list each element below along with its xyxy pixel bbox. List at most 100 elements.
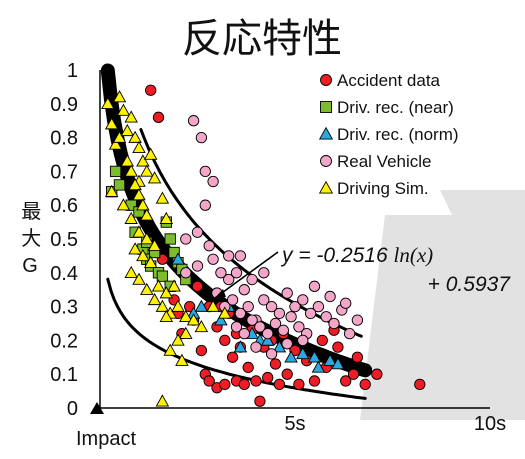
data-point: [179, 326, 193, 339]
data-point: [180, 233, 192, 245]
data-point: [258, 267, 270, 279]
data-point: [281, 338, 293, 350]
data-point: [207, 175, 219, 188]
data-point: [281, 368, 293, 380]
data-point: [347, 368, 360, 380]
y-tick-label: 0.6: [50, 195, 78, 217]
data-point: [132, 140, 146, 153]
legend-marker: [318, 126, 334, 140]
data-point: [155, 299, 170, 312]
data-point: [242, 361, 254, 374]
data-point: [132, 272, 146, 285]
data-point: [328, 317, 340, 330]
data-point: [167, 279, 181, 292]
data-point: [293, 321, 305, 333]
legend-label: Driv. rec. (near): [337, 98, 454, 117]
data-point: [308, 375, 321, 387]
data-point: [171, 333, 185, 346]
data-point: [104, 184, 119, 197]
data-point: [199, 199, 211, 211]
equation-label: y = -0.2516 ln(x) + 0.5937: [213, 243, 511, 300]
data-point: [304, 307, 317, 320]
data-point: [136, 198, 150, 211]
data-point: [262, 371, 274, 384]
legend-marker: [320, 101, 332, 113]
data-point: [164, 233, 176, 245]
data-point: [307, 350, 322, 363]
x-tick-labels: 5s 10s: [284, 413, 506, 435]
equation-arrowhead: [213, 289, 226, 300]
data-point: [250, 375, 262, 387]
axes: [99, 70, 490, 409]
data-point: [109, 165, 122, 178]
data-point: [136, 154, 150, 167]
data-point: [265, 300, 278, 313]
data-point: [219, 334, 231, 347]
data-point: [260, 333, 275, 346]
data-point: [323, 353, 337, 366]
data-point: [179, 309, 193, 322]
data-point: [171, 252, 185, 265]
data-point: [145, 84, 157, 96]
data-point: [320, 311, 332, 323]
data-point: [147, 238, 162, 251]
data-point: [250, 341, 262, 353]
data-point: [191, 280, 204, 292]
watermark-logo: [360, 190, 525, 420]
data-point: [203, 240, 215, 252]
data-point: [343, 327, 356, 340]
data-point: [159, 286, 174, 299]
data-point: [128, 130, 142, 143]
data-point: [152, 111, 165, 123]
data-point: [159, 309, 174, 322]
impact-triangle-icon: [90, 402, 104, 414]
data-point: [171, 299, 185, 312]
legend-marker: [320, 74, 332, 86]
data-point: [124, 110, 138, 123]
data-point: [147, 292, 162, 306]
x-axis-label: Impact: [76, 428, 136, 450]
data-point: [218, 306, 232, 319]
data-point: [116, 103, 131, 116]
data-point: [194, 319, 209, 333]
data-point: [104, 117, 119, 130]
impact-marker: Impact: [76, 402, 136, 450]
data-point: [136, 248, 150, 262]
data-point: [120, 154, 135, 167]
y-tick-label: 0.3: [50, 297, 78, 319]
data-point: [219, 378, 231, 390]
y-tick-label: 0.9: [50, 94, 78, 116]
data-point: [226, 294, 239, 306]
data-point: [191, 260, 204, 272]
data-point: [159, 211, 174, 224]
y-tick-label: 0.8: [50, 128, 78, 150]
data-point: [258, 294, 270, 306]
data-point: [359, 378, 371, 390]
legend-label: Driving Sim.: [337, 179, 429, 198]
data-point: [238, 378, 250, 390]
data-point: [311, 360, 326, 373]
legend-label: Driv. rec. (norm): [337, 125, 459, 144]
legend-label: Real Vehicle: [337, 152, 432, 171]
data-point: [262, 327, 274, 340]
data-point: [273, 307, 286, 320]
data-point: [246, 273, 258, 286]
data-point: [215, 267, 227, 279]
data-point: [340, 297, 352, 309]
data-point: [155, 191, 170, 204]
data-point: [175, 353, 189, 366]
data-point: [340, 375, 352, 387]
y-tick-label: 1: [67, 60, 78, 82]
data-point: [116, 198, 131, 211]
data-point: [195, 344, 208, 357]
data-point: [265, 348, 278, 360]
data-point: [124, 164, 138, 177]
data-point: [316, 334, 328, 347]
data-point: [414, 378, 426, 390]
equation-line-2: + 0.5937: [428, 273, 512, 296]
data-point: [124, 211, 138, 224]
y-tick-label: 0.5: [50, 229, 78, 251]
data-point: [238, 284, 250, 296]
data-point: [230, 267, 243, 279]
y-tick-label: 0.4: [50, 263, 78, 285]
